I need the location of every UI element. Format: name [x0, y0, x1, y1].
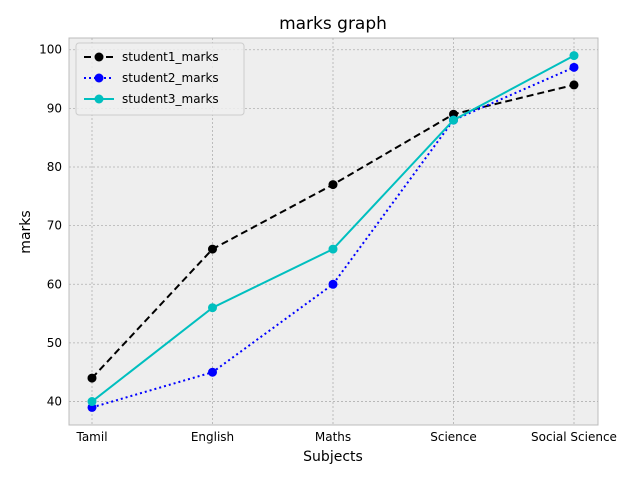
legend-item: student1_marks	[84, 50, 219, 64]
data-point	[449, 115, 458, 125]
legend-label: student2_marks	[122, 71, 219, 85]
data-point	[328, 244, 338, 254]
y-tick-label: 50	[47, 336, 62, 350]
y-tick-label: 100	[39, 43, 62, 57]
data-point	[328, 279, 338, 289]
data-point	[569, 62, 579, 72]
data-point	[208, 244, 217, 254]
y-axis: 40 50 60 70 80 90 100	[39, 43, 62, 409]
x-tick-label: English	[191, 430, 234, 444]
legend-marker	[94, 52, 104, 62]
y-tick-label: 60	[47, 277, 62, 291]
data-point	[569, 80, 579, 90]
legend-label: student1_marks	[122, 50, 219, 64]
data-point	[87, 397, 97, 407]
x-tick-label: Science	[430, 430, 477, 444]
y-tick-label: 40	[47, 395, 62, 409]
legend-label: student3_marks	[122, 92, 219, 106]
legend-item: student2_marks	[84, 71, 219, 85]
data-point	[208, 303, 217, 313]
data-point	[208, 367, 217, 377]
y-tick-label: 80	[47, 160, 62, 174]
series-group	[87, 51, 579, 412]
y-tick-label: 90	[47, 101, 62, 115]
x-axis: Tamil English Maths Science Social Science	[75, 430, 616, 444]
legend-marker	[94, 94, 104, 104]
x-tick-label: Tamil	[75, 430, 107, 444]
data-point	[87, 373, 97, 383]
chart-title: marks graph	[279, 14, 387, 34]
x-tick-label: Social Science	[531, 430, 617, 444]
legend-marker	[94, 73, 104, 83]
x-tick-label: Maths	[315, 430, 351, 444]
data-point	[569, 51, 579, 61]
legend-box	[75, 42, 245, 116]
legend: student1_marks student2_marks student3_mar…	[75, 42, 245, 116]
series-student3_marks	[87, 51, 579, 407]
x-axis-label: Subjects	[303, 449, 363, 465]
data-point	[328, 180, 338, 190]
y-tick-label: 70	[47, 219, 62, 233]
legend-item: student3_marks	[84, 92, 219, 106]
y-axis-label: marks	[18, 210, 34, 253]
